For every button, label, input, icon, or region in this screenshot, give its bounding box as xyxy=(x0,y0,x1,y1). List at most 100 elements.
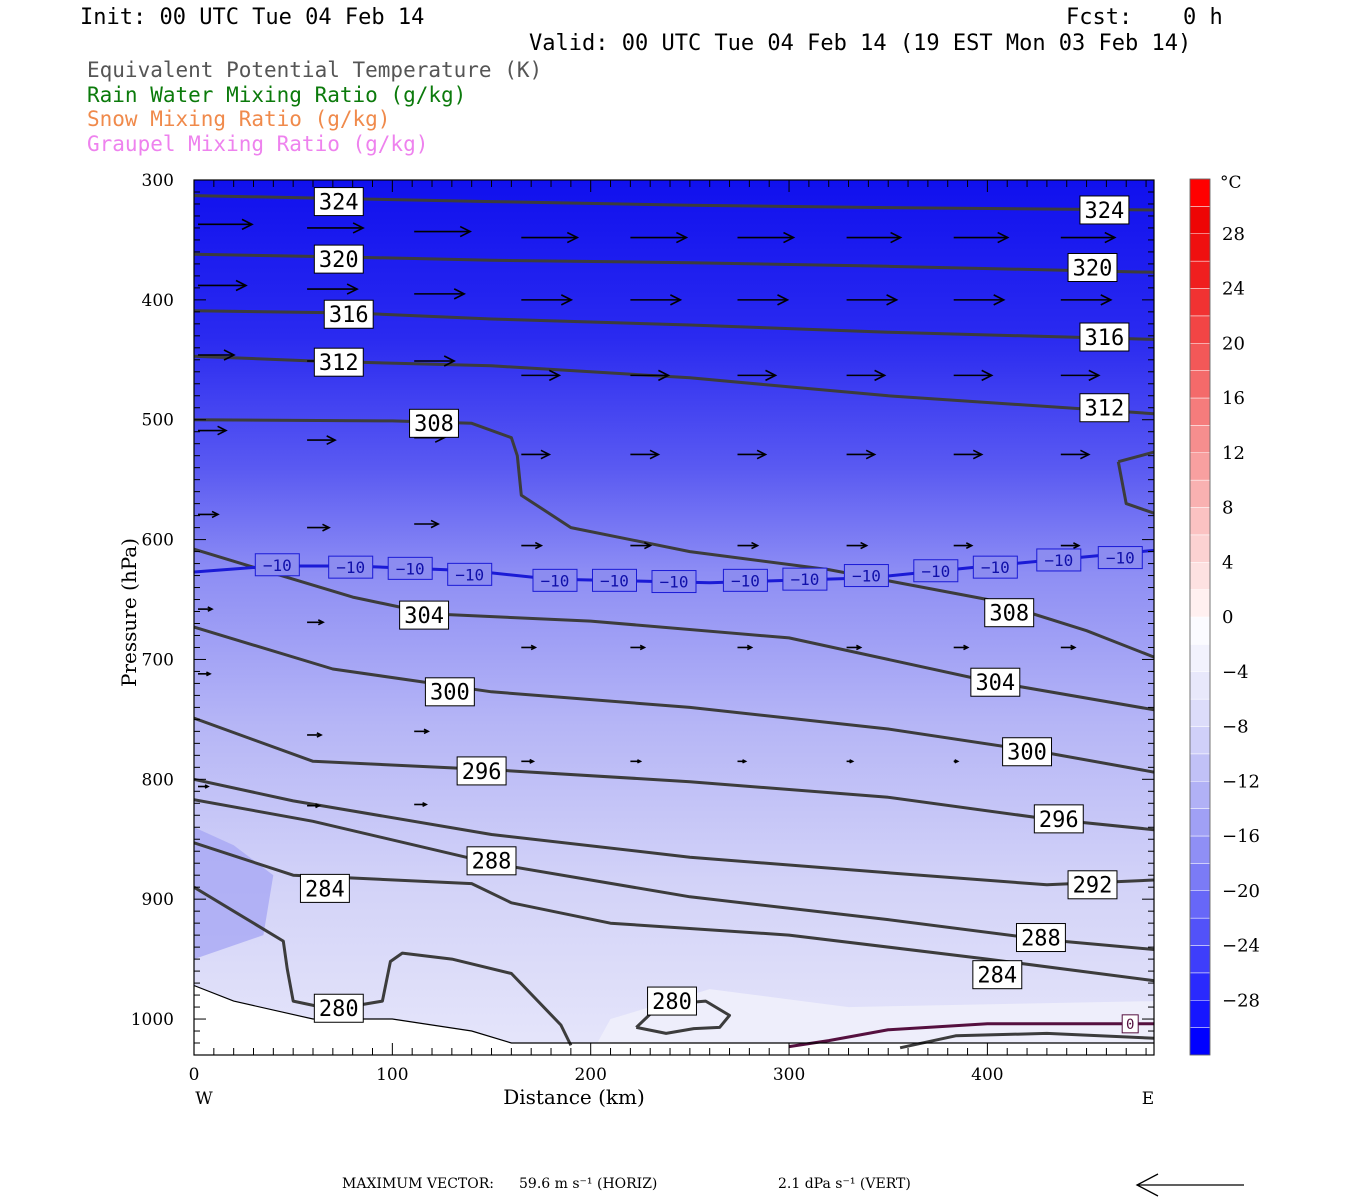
wind-vector xyxy=(198,218,254,231)
wind-vector xyxy=(198,784,210,789)
cold-pocket xyxy=(194,827,274,960)
wind-vector xyxy=(846,759,855,764)
x-tick-label: 300 xyxy=(773,1065,805,1085)
theta-e-label: 300 xyxy=(1002,737,1053,767)
wind-vector xyxy=(953,294,1006,306)
colorbar-cell xyxy=(1189,425,1211,453)
theta-e-label: 324 xyxy=(1079,195,1130,225)
x-tick-label: 400 xyxy=(971,1065,1003,1085)
x-axis-west-label: W xyxy=(195,1089,213,1109)
colorbar-tick-label: 16 xyxy=(1222,388,1245,409)
svg-text:288: 288 xyxy=(1021,926,1061,951)
wind-vector xyxy=(1060,542,1081,549)
x-tick-label: 200 xyxy=(574,1065,606,1085)
wind-vector xyxy=(953,449,984,460)
svg-text:308: 308 xyxy=(989,602,1029,627)
wind-vector xyxy=(630,449,661,460)
svg-text:296: 296 xyxy=(1039,808,1079,833)
isotherm-label: −10 xyxy=(1097,546,1143,570)
theta-e-label: 304 xyxy=(399,600,450,630)
colorbar-tick-label: −16 xyxy=(1222,826,1260,847)
svg-text:304: 304 xyxy=(975,671,1015,696)
theta-e-contour-292 xyxy=(194,777,1154,887)
theta-e-label: 312 xyxy=(313,347,364,377)
theta-e-label: 304 xyxy=(970,667,1021,697)
isotherm-label: −10 xyxy=(254,553,300,577)
wind-vector xyxy=(521,449,552,460)
y-tick-label: 300 xyxy=(142,171,174,191)
theta-e-label: 312 xyxy=(1079,393,1130,423)
isotherm-label: −10 xyxy=(782,567,828,591)
plot-frame xyxy=(193,179,1155,1056)
theta-e-contour-280 xyxy=(194,885,573,1047)
isotherm-label: −10 xyxy=(722,568,768,592)
legend-snow: Snow Mixing Ratio (g/kg) xyxy=(87,107,391,131)
colorbar-cell xyxy=(1189,781,1211,809)
colorbar-tick-label: −24 xyxy=(1222,936,1260,957)
x-axis-title: Distance (km) xyxy=(503,1085,645,1109)
wind-vector xyxy=(846,294,899,306)
wind-vector xyxy=(1060,294,1113,306)
svg-text:284: 284 xyxy=(305,877,345,902)
wind-vector xyxy=(414,355,456,367)
colorbar-cell xyxy=(1189,178,1211,207)
colorbar-cell xyxy=(1189,206,1211,234)
colorbar-cell xyxy=(1189,562,1211,590)
colorbar-tick-label: 4 xyxy=(1222,552,1233,573)
colorbar-cell xyxy=(1189,315,1211,344)
below-ground-area xyxy=(194,985,1154,1055)
isotherm-label: −10 xyxy=(1036,548,1082,572)
colorbar-tick-label: −12 xyxy=(1222,771,1260,792)
colorbar-cell xyxy=(1189,972,1211,1001)
wind-vector xyxy=(630,541,653,550)
wind-vector xyxy=(1060,449,1091,460)
x-tick-label: 0 xyxy=(189,1065,200,1085)
wind-vector xyxy=(1060,644,1077,651)
wind-vector xyxy=(198,606,214,612)
theta-e-label: 284 xyxy=(972,960,1023,990)
wind-vector xyxy=(630,644,647,651)
wind-vector xyxy=(414,288,466,300)
svg-text:300: 300 xyxy=(1007,741,1047,766)
colorbar-tick-label: −28 xyxy=(1222,990,1260,1011)
svg-text:−10: −10 xyxy=(660,573,689,592)
theta-e-label: 316 xyxy=(323,299,374,329)
warm-low-level-region xyxy=(590,989,1154,1055)
colorbar-cell xyxy=(1189,616,1211,645)
isotherm-label: −10 xyxy=(591,568,637,592)
svg-text:−10: −10 xyxy=(921,562,950,581)
theta-e-contour-unlabeled-14 xyxy=(1116,461,1154,515)
theta-e-label: 316 xyxy=(1079,322,1130,352)
colorbar-tick-label: 24 xyxy=(1222,279,1245,300)
wind-vector xyxy=(953,231,1010,244)
wind-vector xyxy=(521,231,580,244)
wind-vector xyxy=(953,759,960,764)
wind-vector xyxy=(307,732,323,738)
svg-text:324: 324 xyxy=(1085,199,1125,224)
theta-e-label: 320 xyxy=(1067,253,1118,282)
colorbar-tick-label: 28 xyxy=(1222,224,1245,245)
colorbar-cell xyxy=(1189,835,1211,864)
theta-e-label: 296 xyxy=(456,756,507,786)
x-tick-label: 100 xyxy=(376,1065,408,1085)
wind-vector xyxy=(1060,369,1101,382)
y-tick-label: 500 xyxy=(142,411,174,431)
wind-vector xyxy=(521,644,538,651)
isotherm-label: −10 xyxy=(972,555,1018,579)
y-axis-title: Pressure (hPa) xyxy=(117,538,141,687)
svg-text:−10: −10 xyxy=(541,571,570,590)
colorbar-cell xyxy=(1189,808,1211,837)
wind-vector xyxy=(737,541,760,550)
reference-vector-arrow xyxy=(1135,1173,1244,1197)
wind-vector xyxy=(521,758,536,764)
forecast-hour: 0 h xyxy=(1183,5,1223,30)
wind-vector xyxy=(846,369,887,382)
colorbar-cell xyxy=(1189,698,1211,727)
colorbar-cell xyxy=(1189,863,1211,891)
valid-time: Valid: 00 UTC Tue 04 Feb 14 (19 EST Mon … xyxy=(529,31,1192,56)
theta-e-label: 308 xyxy=(409,408,459,438)
colorbar-cell xyxy=(1189,589,1211,618)
isotherm-label: −10 xyxy=(913,559,959,583)
colorbar-cell xyxy=(1189,534,1211,563)
